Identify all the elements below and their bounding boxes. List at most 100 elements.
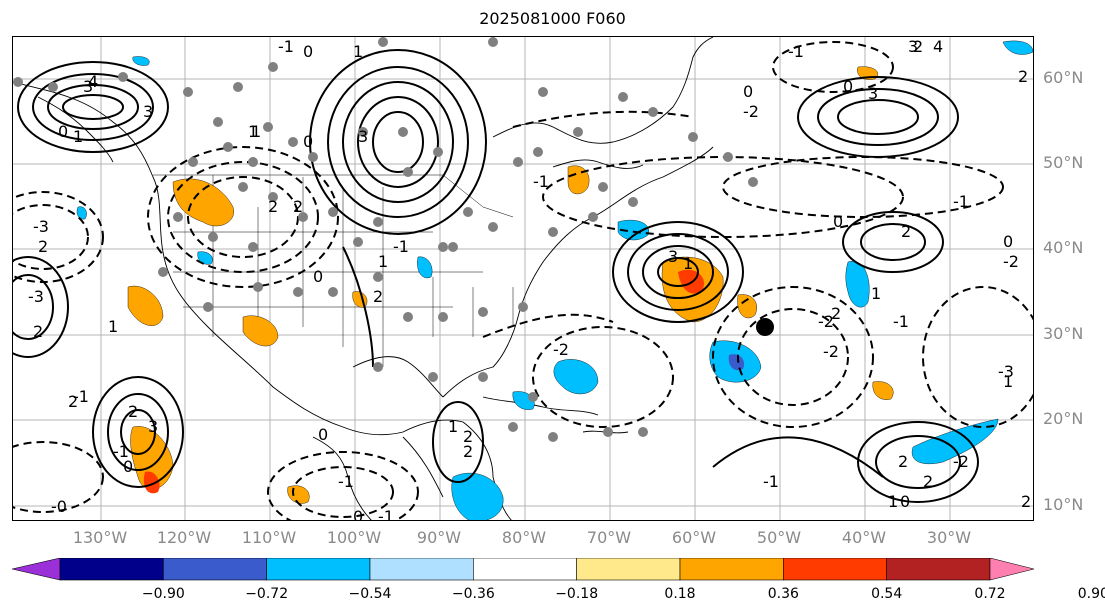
- colorbar-tick-label: 0.54: [871, 586, 903, 602]
- colorbar-cell: [679, 558, 784, 581]
- colorbar-cell: [369, 558, 474, 581]
- map-canvas: 3 4 3 0 1 0 -1 1 -3 2 -3 2 1 2 3 -1 2 0 …: [13, 37, 1033, 521]
- contour-label: 1: [73, 127, 83, 146]
- colorbar-cell: [783, 558, 887, 581]
- colorbar-tick-label: 0.36: [767, 586, 799, 602]
- contour-label: -1: [73, 387, 89, 406]
- colorbar-tick-label: −0.54: [348, 586, 392, 602]
- lon-label-50w: 50°W: [756, 528, 802, 547]
- contour-label: 2: [373, 287, 383, 306]
- colorbar-cell: [266, 558, 371, 581]
- contour-label: -2: [953, 452, 969, 471]
- colorbar: [11, 558, 1035, 581]
- lon-label-40w: 40°W: [841, 528, 887, 547]
- contour-label: 2: [898, 452, 908, 471]
- contour-label: 0: [318, 425, 328, 444]
- contour-label-group: 3 4 3 0 1 0 -1 1 -3 2 -3 2 1 2 3 -1 2 0 …: [28, 37, 1031, 521]
- contour-label: 2: [463, 442, 473, 461]
- contour-label: 1: [108, 317, 118, 336]
- lat-label-30n: 30°N: [1043, 324, 1084, 343]
- contour-label: 3: [908, 37, 918, 56]
- positive-contours: [13, 49, 979, 503]
- contour-label: 2: [923, 472, 933, 491]
- lat-label-10n: 10°N: [1043, 495, 1084, 514]
- contour-label: 1: [353, 42, 363, 61]
- map-panel: 3 4 3 0 1 0 -1 1 -3 2 -3 2 1 2 3 -1 2 0 …: [12, 36, 1034, 521]
- contour-label: 0: [353, 507, 363, 521]
- contour-label: -1: [763, 472, 779, 491]
- contour-label: -3: [33, 217, 49, 236]
- lat-label-40n: 40°N: [1043, 238, 1084, 257]
- lon-label-90w: 90°W: [416, 528, 462, 547]
- lon-label-30w: 30°W: [926, 528, 972, 547]
- contour-label: 1: [448, 417, 458, 436]
- contour-label: 2: [128, 402, 138, 421]
- contour-label: -0: [51, 497, 67, 516]
- contour-label: 0: [843, 77, 853, 96]
- lon-label-130w: 130°W: [72, 528, 128, 547]
- contour-label: 1: [1003, 372, 1013, 391]
- lon-label-120w: 120°W: [156, 528, 212, 547]
- colorbar-cell: [473, 558, 577, 581]
- contour-label: 2: [901, 222, 911, 241]
- contour-label: -2: [743, 102, 759, 121]
- contour-label: 1: [683, 254, 693, 273]
- lon-label-80w: 80°W: [501, 528, 547, 547]
- colorbar-cell: [576, 558, 681, 581]
- contour-label: 2: [913, 37, 923, 56]
- negative-contours: [13, 41, 1033, 520]
- contour-label: -1: [113, 442, 129, 461]
- contour-label: 3: [868, 84, 878, 103]
- contour-label: 0: [303, 42, 313, 61]
- colorbar-cell: [886, 558, 991, 581]
- colorbar-tick-label: −0.36: [451, 586, 495, 602]
- contour-label: 0: [123, 457, 133, 476]
- contour-label: -1: [788, 42, 804, 61]
- contour-label: 4: [933, 37, 943, 56]
- contour-label: -1: [393, 237, 409, 256]
- lon-label-100w: 100°W: [326, 528, 382, 547]
- contour-label: 0: [58, 122, 68, 141]
- contour-label: 2: [68, 392, 78, 411]
- contour-label: 1: [251, 122, 261, 141]
- contour-label: 1: [888, 492, 898, 511]
- contour-label: 1: [248, 122, 258, 141]
- colorbar-tick-label: −0.90: [141, 586, 185, 602]
- contour-label: 2: [1018, 67, 1028, 86]
- colorbar-cell: [163, 558, 267, 581]
- contour-label: 2: [38, 237, 48, 256]
- colorbar-cell: [59, 558, 164, 581]
- contour-label: -3: [28, 287, 44, 306]
- contour-label: 2: [831, 304, 841, 323]
- contour-label: 4: [88, 72, 98, 91]
- storm-center-marker: [756, 318, 774, 336]
- lon-label-60w: 60°W: [671, 528, 717, 547]
- contour-label: 2: [293, 197, 303, 216]
- map-title: 2025081000 F060: [479, 9, 626, 28]
- contour-label: -1: [893, 312, 909, 331]
- contour-label: 0: [313, 267, 323, 286]
- lon-label-70w: 70°W: [586, 528, 632, 547]
- contour-label: 0: [743, 82, 753, 101]
- contour-label: -1: [278, 37, 294, 56]
- colorbar-tick-label: 0.90: [1077, 586, 1105, 602]
- contour-label: 0: [833, 212, 843, 231]
- contour-label: 3: [83, 77, 93, 96]
- contour-label: 2: [33, 322, 43, 341]
- colorbar-extend-high: [989, 558, 1035, 581]
- colorbar-tick-label: 0.18: [664, 586, 696, 602]
- contour-label: -2: [823, 342, 839, 361]
- anomaly-shading: [76, 40, 1033, 520]
- contour-label: 3: [358, 127, 368, 146]
- contour-label: 1: [378, 252, 388, 271]
- contour-label: 3: [668, 247, 678, 266]
- colorbar-tick-label: 0.72: [974, 586, 1006, 602]
- lat-label-60n: 60°N: [1043, 68, 1084, 87]
- contour-label: -1: [378, 507, 394, 521]
- contour-label: -1: [338, 472, 354, 491]
- contour-label: -1: [533, 172, 549, 191]
- contour-label: 1: [871, 284, 881, 303]
- observation-dots: [13, 37, 758, 442]
- colorbar-extend-low: [11, 558, 61, 581]
- colorbar-tick-label: −0.18: [555, 586, 599, 602]
